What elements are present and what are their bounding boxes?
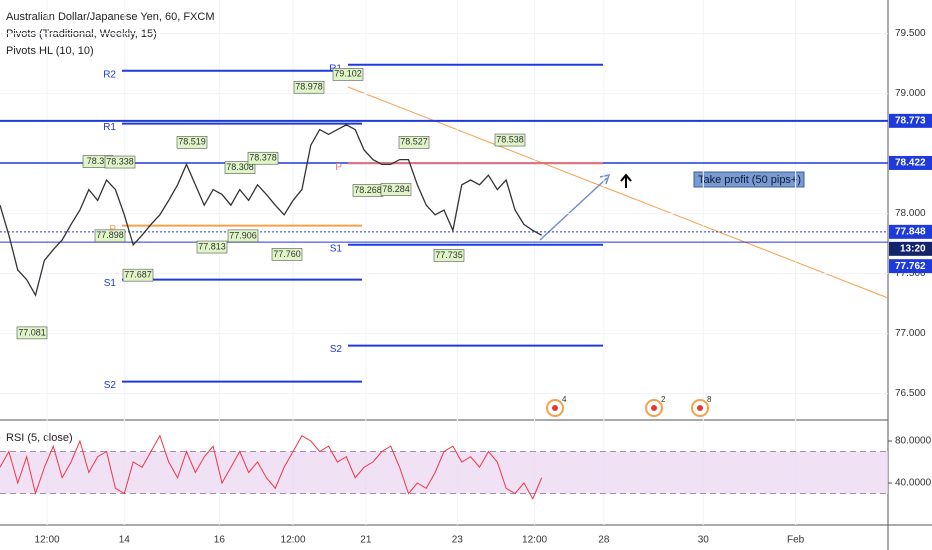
hl-label: 79.102 [334,69,362,79]
price-badge-label: 77.848 [895,226,926,237]
pivot-label: S1 [104,278,117,289]
hl-label-box [122,268,154,282]
trend-line [347,86,889,299]
price-badge-label: 78.773 [895,115,926,126]
rsi-band [0,451,888,494]
hl-label: 78.538 [496,134,524,144]
pivot-label: R1 [103,122,116,133]
hl-label-box [196,240,228,254]
indicator-label: Pivots HL (10, 10) [6,45,94,57]
y-tick-label: 77.500 [895,268,926,279]
hl-label-box [247,151,279,165]
event-dot [651,405,657,411]
pivot-label: R2 [103,69,116,80]
hl-label-box [16,326,48,340]
rsi-tick-label: 80.0000 [895,436,932,447]
hl-label: 78.378 [249,153,277,163]
x-tick-label: 14 [119,535,131,546]
hl-label-box [380,183,412,196]
hl-label-box [271,248,303,261]
y-tick-label: 78.000 [895,208,926,219]
rsi-label: RSI (5, close) [6,432,73,444]
hl-label: 77.906 [229,230,257,240]
target-arrow [539,177,608,241]
hl-label: 78.35 [87,156,110,166]
price-badge [889,224,932,239]
x-tick-label: Feb [787,535,805,546]
price-badge [889,259,932,274]
hl-label-box [224,161,256,174]
rsi-tick-label: 40.0000 [895,478,932,489]
event-count: 2 [661,395,666,404]
y-tick-label: 76.500 [895,388,926,399]
price-badge [889,155,932,170]
x-tick-label: 12:00 [522,535,547,546]
countdown-badge [889,241,932,256]
event-dot [697,405,703,411]
annotation-box [693,171,805,188]
hl-label: 77.687 [124,270,152,280]
annotation-text: Take profit (50 pips+) [698,174,801,186]
hl-label: 78.978 [295,82,323,92]
hl-label: 78.308 [226,162,254,172]
hl-label: 77.813 [198,241,226,251]
hl-label: 77.760 [273,249,301,259]
hl-label-box [176,136,208,149]
countdown-label: 13:20 [900,243,926,254]
hl-label: 78.527 [400,137,428,147]
hl-label: 77.735 [435,250,463,260]
pivot-label: S2 [330,344,343,355]
y-tick-label: 79.500 [895,28,926,39]
hl-label-box [94,229,126,243]
x-tick-label: 30 [698,535,710,546]
event-count: 4 [562,395,567,404]
x-tick-label: 23 [452,535,464,546]
price-line [0,124,542,297]
hl-label-box [433,249,465,262]
hl-label-box [332,68,364,81]
y-tick-label: 77.000 [895,328,926,339]
price-badge-label: 78.422 [895,158,926,169]
hl-label: 78.268 [354,185,382,195]
hl-label-box [227,229,259,243]
x-tick-label: 28 [598,535,610,546]
symbol-title: Australian Dollar/Japanese Yen, 60, FXCM [6,11,215,23]
x-tick-label: 12:00 [281,535,306,546]
up-arrow [620,173,632,188]
pivot-label: S1 [330,243,343,254]
event-dot [552,405,558,411]
x-tick-label: 12:00 [35,535,60,546]
hl-label-box [293,80,325,94]
hl-label: 78.284 [382,184,410,194]
event-count: 8 [707,395,712,404]
hl-label: 77.081 [18,327,46,337]
pivot-label: S2 [104,380,117,391]
hl-label: 78.338 [106,156,134,166]
x-tick-label: 16 [214,535,226,546]
pivot-label: P [335,162,342,173]
hl-label: 77.898 [96,230,124,240]
hl-label: 78.519 [178,137,206,147]
rsi-line [0,434,543,500]
price-badge [889,113,932,128]
hl-label-box [494,133,526,147]
price-badge-label: 77.762 [895,261,926,272]
x-tick-label: 21 [360,535,372,546]
y-tick-label: 79.000 [895,88,926,99]
hl-label-box [104,155,136,169]
hl-label-box [398,136,430,149]
target-arrow-head [599,173,611,185]
